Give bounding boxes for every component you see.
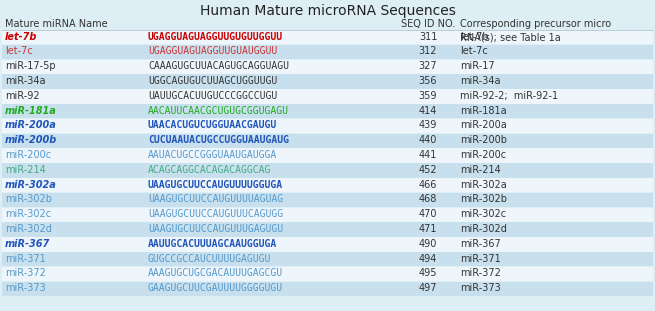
Text: miR-302d: miR-302d	[5, 224, 52, 234]
Text: miR-92: miR-92	[5, 91, 39, 101]
Text: miR-372: miR-372	[5, 268, 46, 278]
Bar	[2, 104, 653, 118]
Bar	[2, 60, 653, 74]
Bar	[2, 89, 653, 104]
Text: miR-17-5p: miR-17-5p	[5, 61, 56, 71]
Text: UGAGGUAGUAGGUUGUAUGGUU: UGAGGUAGUAGGUUGUAUGGUU	[148, 46, 277, 56]
Text: 312: 312	[419, 46, 438, 56]
Text: miR-367: miR-367	[5, 239, 50, 249]
Bar	[2, 193, 653, 207]
Text: 470: 470	[419, 209, 438, 219]
Text: ACAGCAGGCACAGACAGGCAG: ACAGCAGGCACAGACAGGCAG	[148, 165, 271, 175]
Text: let-7b: let-7b	[460, 31, 489, 41]
Text: Corresponding precursor micro
RNA(s); see Table 1a: Corresponding precursor micro RNA(s); se…	[460, 19, 611, 42]
Text: UGGCAGUGUCUUAGCUGGUUGU: UGGCAGUGUCUUAGCUGGUUGU	[148, 76, 277, 86]
Bar	[2, 119, 653, 133]
Text: 490: 490	[419, 239, 437, 249]
Text: UAAGUGCUUCCAUGUUUUGGUGA: UAAGUGCUUCCAUGUUUUGGUGA	[148, 179, 283, 189]
Text: 471: 471	[419, 224, 438, 234]
Text: miR-200c: miR-200c	[460, 150, 506, 160]
Text: miR-302c: miR-302c	[460, 209, 506, 219]
Text: GAAGUGCUUCGAUUUUGGGGUGU: GAAGUGCUUCGAUUUUGGGGUGU	[148, 283, 283, 293]
Text: miR-200a: miR-200a	[5, 120, 57, 130]
Bar	[2, 148, 653, 163]
Text: miR-200c: miR-200c	[5, 150, 51, 160]
Bar	[2, 252, 653, 266]
Text: miR-371: miR-371	[5, 253, 46, 263]
Text: UAACACUGUCUGGUAACGAUGU: UAACACUGUCUGGUAACGAUGU	[148, 120, 277, 130]
Text: miR-371: miR-371	[460, 253, 501, 263]
Text: AAUACUGCCGGGUAAUGAUGGA: AAUACUGCCGGGUAAUGAUGGA	[148, 150, 277, 160]
Text: AAUUGCACUUUAGCAAUGGUGA: AAUUGCACUUUAGCAAUGGUGA	[148, 239, 277, 249]
Bar	[2, 134, 653, 148]
Text: miR-302a: miR-302a	[460, 179, 507, 189]
Text: miR-34a: miR-34a	[460, 76, 500, 86]
Bar	[2, 281, 653, 296]
Text: 468: 468	[419, 194, 437, 204]
Text: CAAAGUGCUUACAGUGCAGGUAGU: CAAAGUGCUUACAGUGCAGGUAGU	[148, 61, 289, 71]
Text: let-7c: let-7c	[5, 46, 33, 56]
Bar	[2, 237, 653, 252]
Text: let-7c: let-7c	[460, 46, 488, 56]
Text: SEQ ID NO.: SEQ ID NO.	[401, 19, 455, 29]
Text: miR-372: miR-372	[460, 268, 501, 278]
Text: miR-367: miR-367	[460, 239, 501, 249]
Text: miR-200b: miR-200b	[5, 135, 57, 145]
Text: miR-214: miR-214	[5, 165, 46, 175]
Text: 311: 311	[419, 31, 437, 41]
Text: 356: 356	[419, 76, 438, 86]
Text: UGAGGUAGUAGGUUGUGUUGGUU: UGAGGUAGUAGGUUGUGUUGGUU	[148, 31, 283, 41]
Text: miR-302c: miR-302c	[5, 209, 51, 219]
Text: miR-302b: miR-302b	[460, 194, 507, 204]
Text: GUGCCGCCAUCUUUUGAGUGU: GUGCCGCCAUCUUUUGAGUGU	[148, 253, 271, 263]
Text: let-7b: let-7b	[5, 31, 37, 41]
Bar	[2, 30, 653, 44]
Text: miR-200a: miR-200a	[460, 120, 507, 130]
Text: miR-373: miR-373	[5, 283, 46, 293]
Text: CUCUAAUACUGCCUGGUAAUGAUG: CUCUAAUACUGCCUGGUAAUGAUG	[148, 135, 289, 145]
Text: miR-302a: miR-302a	[5, 179, 57, 189]
Text: AAAGUGCUGCGACAUUUGAGCGU: AAAGUGCUGCGACAUUUGAGCGU	[148, 268, 283, 278]
Text: miR-92-2;  miR-92-1: miR-92-2; miR-92-1	[460, 91, 558, 101]
Text: miR-181a: miR-181a	[460, 105, 506, 115]
Text: 327: 327	[419, 61, 438, 71]
Text: 439: 439	[419, 120, 437, 130]
Text: UAUUGCACUUGUCCCGGCCUGU: UAUUGCACUUGUCCCGGCCUGU	[148, 91, 277, 101]
Bar	[2, 74, 653, 89]
Text: miR-17: miR-17	[460, 61, 495, 71]
Text: Mature miRNA Name: Mature miRNA Name	[5, 19, 107, 29]
Text: 414: 414	[419, 105, 437, 115]
Text: AACAUUCAACGCUGUGCGGUGAGU: AACAUUCAACGCUGUGCGGUGAGU	[148, 105, 289, 115]
Text: miR-302b: miR-302b	[5, 194, 52, 204]
Text: 359: 359	[419, 91, 438, 101]
Text: UAAGUGCUUCCAUGUUUCAGUGG: UAAGUGCUUCCAUGUUUCAGUGG	[148, 209, 283, 219]
Text: 466: 466	[419, 179, 437, 189]
Text: 495: 495	[419, 268, 438, 278]
Text: miR-214: miR-214	[460, 165, 501, 175]
Bar	[2, 163, 653, 178]
Text: UAAGUGCUUCCAUGUUUUAGUAG: UAAGUGCUUCCAUGUUUUAGUAG	[148, 194, 283, 204]
Text: miR-200b: miR-200b	[460, 135, 507, 145]
Bar	[2, 222, 653, 237]
Bar	[2, 208, 653, 222]
Text: miR-373: miR-373	[460, 283, 501, 293]
Text: miR-181a: miR-181a	[5, 105, 57, 115]
Text: UAAGUGCUUCCAUGUUUGAGUGU: UAAGUGCUUCCAUGUUUGAGUGU	[148, 224, 283, 234]
Bar	[2, 267, 653, 281]
Text: 452: 452	[419, 165, 438, 175]
Text: 441: 441	[419, 150, 437, 160]
Text: miR-302d: miR-302d	[460, 224, 507, 234]
Bar	[2, 45, 653, 59]
Text: 440: 440	[419, 135, 437, 145]
Text: 497: 497	[419, 283, 438, 293]
Bar	[2, 178, 653, 192]
Text: 494: 494	[419, 253, 437, 263]
Text: Human Mature microRNA Sequences: Human Mature microRNA Sequences	[200, 4, 455, 18]
Text: miR-34a: miR-34a	[5, 76, 45, 86]
